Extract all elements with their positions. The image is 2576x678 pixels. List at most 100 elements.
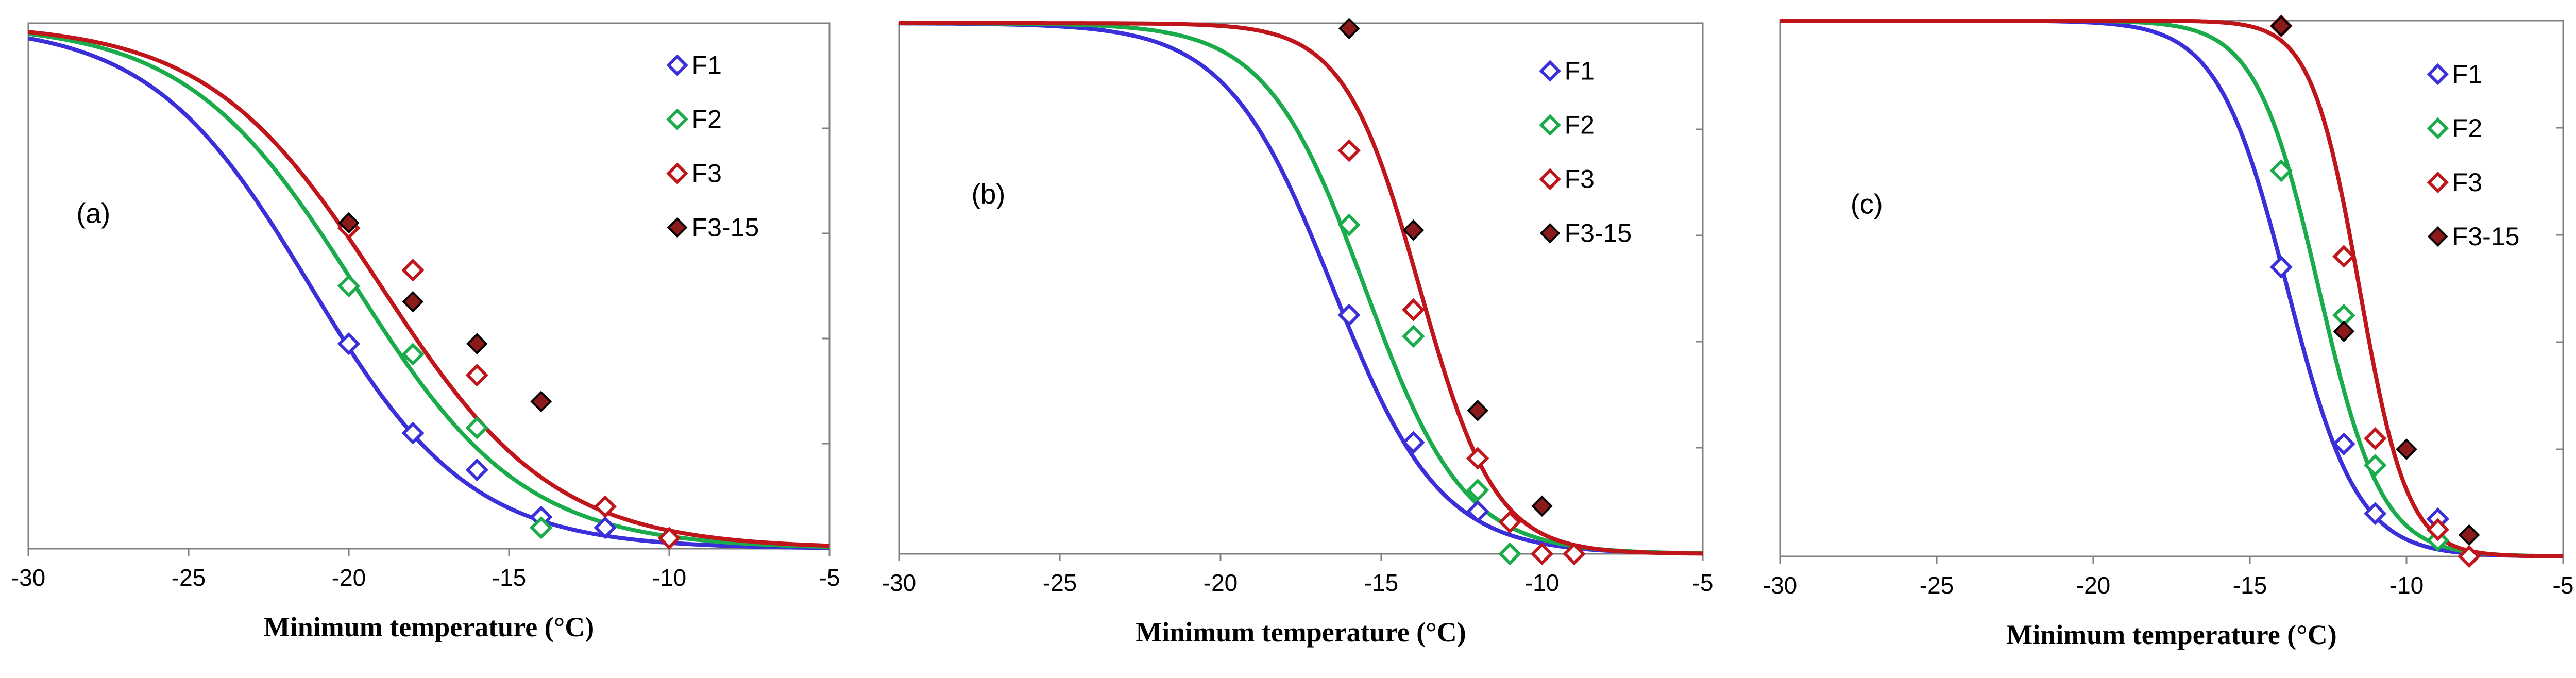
x-tick-label: -30 [882,569,916,596]
data-point-f2 [1498,542,1521,566]
data-point-f3-15 [2396,438,2417,460]
legend-label-f3-15: F3-15 [1565,219,1632,248]
data-point-f1 [1466,500,1489,523]
x-tick-label: -15 [492,564,526,591]
data-point-f1 [465,458,489,482]
panel-c: -30-25-20-15-10-500.20.40.60.81Minimum t… [1763,14,2574,650]
legend-label-f3: F3 [692,159,722,188]
curve-f1 [28,36,829,550]
data-point-f2 [1337,213,1361,236]
data-point-f3-15 [1467,400,1489,421]
data-point-f3 [657,527,681,550]
x-tick-label: -5 [1692,569,1714,596]
legend-label-f1: F1 [1565,57,1595,86]
legend-label-f1: F1 [2452,60,2482,89]
data-point-f3 [1466,447,1489,470]
legend-marker-f2 [2427,117,2449,140]
data-point-f3 [1402,298,1425,321]
x-tick-label: -15 [1364,569,1398,596]
curve-f3 [1780,19,2564,558]
data-point-f1 [1402,431,1425,454]
x-tick-label: -10 [652,564,686,591]
data-point-f2 [401,343,425,366]
legend-marker-f3-15 [667,217,688,238]
legend-marker-f3 [1539,168,1561,190]
x-axis-title: Minimum temperature (°C) [2006,619,2336,650]
data-point-f3 [2332,245,2355,268]
curve-f3 [899,21,1703,556]
data-point-f1 [337,332,361,355]
data-point-f3-15 [2270,15,2292,37]
data-point-f3-15 [402,291,424,313]
legend-label-f2: F2 [692,105,722,134]
data-point-f3-15 [2458,524,2480,546]
legend-label-f1: F1 [692,51,722,80]
data-point-f3 [1563,542,1586,566]
curve-f3 [28,30,830,548]
x-tick-label: -20 [1204,569,1238,596]
plot-frame [898,22,1704,555]
x-tick-label: -5 [819,564,840,591]
data-point-f1 [1337,303,1361,327]
data-point-f2 [337,274,361,298]
data-point-f1 [2332,432,2355,455]
x-tick-label: -10 [2389,572,2424,599]
data-point-f3-15 [1338,18,1360,40]
legend-label-f2: F2 [2452,114,2482,143]
legend-marker-f1 [666,54,688,76]
x-tick-label: -25 [1920,572,1954,599]
data-point-f3-15 [338,212,360,234]
data-point-f1 [401,421,425,445]
data-point-f2 [1402,325,1425,348]
legend-marker-f1 [1539,60,1561,82]
x-tick-label: -5 [2553,572,2574,599]
x-tick-label: -10 [1525,569,1559,596]
curve-f2 [28,31,830,549]
legend-label-f2: F2 [1565,111,1595,140]
legend-marker-f3 [2427,171,2449,194]
x-tick-label: -25 [1043,569,1077,596]
data-point-f2 [1466,479,1489,502]
data-point-f3-15 [466,333,488,355]
x-tick-label: -30 [11,564,45,591]
data-point-f3-15 [1402,219,1425,241]
legend-marker-f3 [666,162,688,184]
legend-label-f3: F3 [1565,165,1595,194]
data-point-f2 [465,416,489,439]
legend-label-f3: F3 [2452,168,2482,197]
data-point-f3 [465,364,489,387]
data-point-f3 [2363,427,2387,450]
panel-a: -30 -25 -20 -15 -10 -5 Minimum temperature (°C… [11,22,840,642]
legend-marker-f3-15 [2427,226,2448,247]
x-tick-label: -25 [172,564,206,591]
data-point-f3 [2426,518,2450,541]
data-point-f3 [594,495,617,518]
x-tick-label: -20 [332,564,366,591]
data-point-f3-15 [530,391,552,413]
data-point-f3-15 [2333,320,2355,343]
legend-label-f3-15: F3-15 [692,213,759,242]
data-point-f1 [594,516,617,539]
data-point-f1 [2363,502,2387,526]
x-axis-title: Minimum temperature (°C) [1136,617,1466,648]
legend-marker-f2 [666,108,688,130]
data-point-f3 [401,259,425,282]
data-point-f2 [2269,159,2293,182]
curve-f2 [1780,19,2564,558]
plot-frame [27,22,831,550]
data-point-f3 [1530,542,1554,566]
legend-marker-f3-15 [1539,223,1561,244]
panel-b: -30 -25 -20 -15 -10 -5 Minimum temperature (°C… [882,18,1714,648]
panel-label: (a) [76,198,110,229]
plot-frame [1779,20,2564,557]
data-point-f3 [1498,510,1521,534]
curve-f1 [1780,19,2563,558]
x-tick-label: -20 [2076,572,2110,599]
legend-marker-f1 [2427,63,2449,86]
curve-f2 [899,21,1703,555]
data-point-f2 [529,516,553,539]
legend-marker-f2 [1539,114,1561,136]
legend-label-f3-15: F3-15 [2452,222,2520,251]
panel-label: (c) [1851,189,1883,219]
